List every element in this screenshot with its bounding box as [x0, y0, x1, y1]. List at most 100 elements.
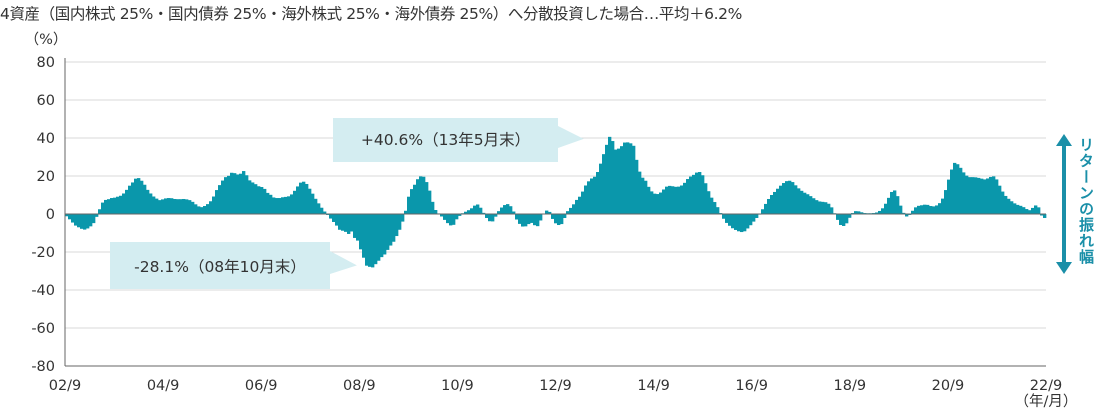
bar	[791, 182, 795, 214]
bar	[146, 189, 150, 214]
bar	[641, 177, 645, 214]
bar	[602, 154, 606, 214]
bar	[110, 198, 114, 214]
bar	[257, 186, 261, 214]
bar	[665, 186, 669, 214]
bar	[206, 204, 210, 214]
bar	[881, 208, 885, 214]
bar	[938, 203, 942, 214]
bar	[65, 214, 69, 217]
bar	[392, 214, 396, 242]
bar	[698, 172, 702, 214]
x-axis-unit: （年/月）	[1015, 393, 1078, 410]
x-tick-label: 20/9	[932, 378, 965, 394]
bar	[101, 202, 105, 214]
bar	[929, 206, 933, 214]
bar	[491, 214, 495, 222]
bar	[161, 199, 165, 214]
bar	[554, 214, 558, 224]
bar	[68, 214, 72, 220]
bar	[599, 163, 603, 214]
bar	[902, 212, 906, 214]
y-tick-label: -20	[31, 245, 55, 261]
bar	[896, 196, 900, 214]
bar	[533, 214, 537, 226]
bar	[404, 210, 408, 214]
bar	[788, 180, 792, 214]
y-tick-label: -60	[31, 321, 55, 337]
bar	[1016, 204, 1020, 214]
bar	[416, 179, 420, 214]
bar	[710, 197, 714, 214]
bar	[128, 185, 132, 214]
bar	[515, 214, 519, 220]
bar	[887, 197, 891, 214]
bar	[86, 214, 90, 229]
bar	[623, 142, 627, 214]
bar	[479, 207, 483, 214]
bar	[473, 205, 477, 214]
bar	[158, 200, 162, 214]
bar	[278, 198, 282, 214]
arrow-down-icon	[1056, 262, 1072, 274]
bar	[389, 214, 393, 246]
bar	[263, 188, 267, 214]
bar	[104, 199, 108, 214]
y-tick-label: 20	[37, 169, 55, 185]
bar	[122, 193, 126, 214]
bar	[545, 210, 549, 214]
bar	[176, 199, 180, 214]
bar	[671, 186, 675, 214]
bar	[233, 173, 237, 214]
bar	[764, 203, 768, 214]
bar	[164, 198, 168, 214]
bar	[356, 214, 360, 241]
bar	[614, 149, 618, 214]
bar	[893, 190, 897, 214]
bar	[137, 178, 141, 214]
bar	[569, 207, 573, 214]
bar	[536, 214, 540, 227]
bar	[983, 179, 987, 214]
bar	[731, 214, 735, 229]
bar	[335, 214, 339, 226]
bar	[716, 207, 720, 214]
volatility-label: リターンの振れ幅	[1077, 137, 1095, 265]
bar	[227, 175, 231, 214]
bar	[284, 196, 288, 214]
bar	[932, 206, 936, 214]
bar	[215, 190, 219, 214]
bar	[521, 214, 525, 227]
y-tick-label: 60	[37, 93, 55, 109]
bar	[359, 214, 363, 250]
callout-pointer-max	[558, 126, 584, 148]
bar	[500, 207, 504, 214]
bar	[98, 209, 102, 214]
bar	[455, 214, 459, 220]
bar	[422, 176, 426, 214]
y-tick-label: 0	[46, 207, 55, 223]
bar	[131, 182, 135, 214]
bar	[80, 214, 84, 229]
callout-text-min: -28.1%（08年10月末）	[134, 258, 306, 276]
bar	[248, 180, 252, 214]
bar	[290, 194, 294, 214]
bar	[767, 198, 771, 214]
bar	[140, 180, 144, 214]
bar	[578, 196, 582, 214]
bar	[797, 188, 801, 214]
bar	[1034, 205, 1038, 214]
bar	[713, 202, 717, 214]
bar	[74, 214, 78, 226]
bar	[71, 214, 75, 223]
bar	[917, 205, 921, 214]
bar-series	[65, 136, 1047, 268]
bar	[581, 191, 585, 214]
bar	[659, 192, 663, 214]
bar	[275, 198, 279, 214]
bar	[119, 195, 123, 214]
bar	[197, 206, 201, 214]
y-tick-label: 80	[37, 55, 55, 71]
y-axis-unit: （%）	[25, 31, 68, 48]
bar	[935, 205, 939, 214]
